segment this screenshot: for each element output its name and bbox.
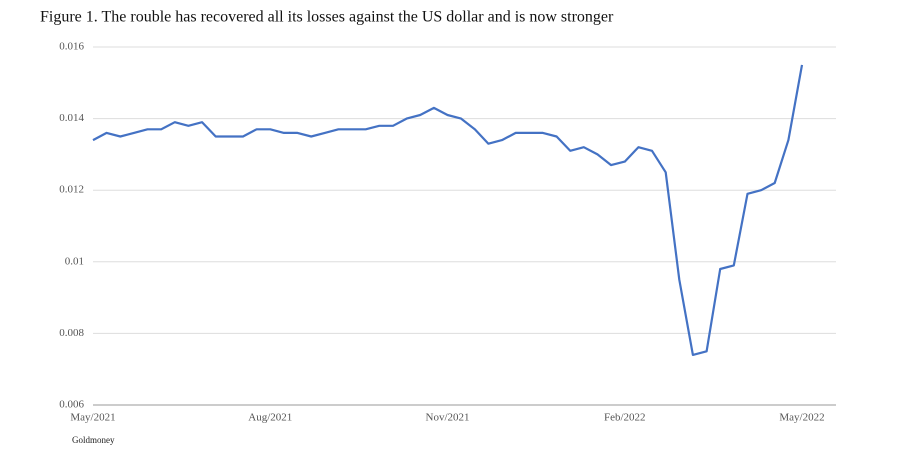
y-tick-label: 0.016 [59,41,84,53]
x-tick-label: May/2022 [779,412,824,424]
y-tick-label: 0.006 [59,399,84,411]
y-tick-label: 0.008 [59,327,84,339]
x-tick-label: Feb/2022 [604,412,646,424]
y-tick-label: 0.012 [59,184,84,196]
x-tick-label: May/2021 [70,412,115,424]
y-tick-label: 0.01 [65,255,84,267]
x-tick-label: Nov/2021 [426,412,470,424]
source: Goldmoney [72,435,115,445]
chart-title: Figure 1. The rouble has recovered all i… [40,9,614,26]
y-tick-label: 0.014 [59,112,84,124]
x-tick-label: Aug/2021 [248,412,292,424]
data-line [92,64,804,356]
